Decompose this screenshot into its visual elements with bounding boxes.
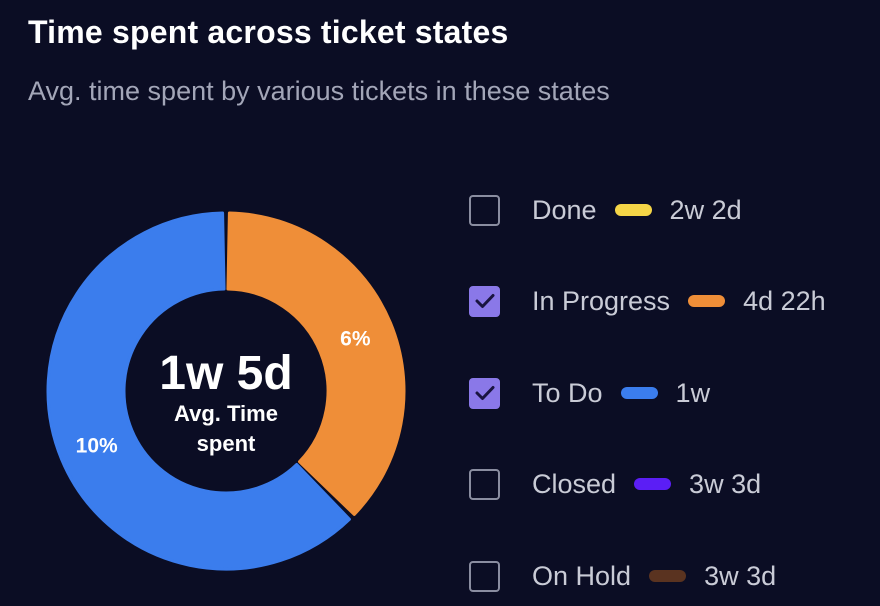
legend-item-closed[interactable]: Closed 3w 3d [469, 464, 761, 504]
legend-swatch [634, 478, 672, 490]
legend-item-on-hold[interactable]: On Hold 3w 3d [469, 556, 776, 596]
legend-value: 4d 22h [743, 285, 826, 316]
legend-swatch [688, 295, 726, 307]
checkbox[interactable] [469, 468, 500, 500]
legend-item-to-do[interactable]: To Do 1w [469, 373, 710, 413]
legend-swatch [614, 204, 652, 216]
center-label-line1: Avg. Time [174, 401, 278, 426]
legend-value: 3w 3d [689, 468, 762, 499]
checkbox[interactable] [469, 560, 500, 592]
legend-value: 1w [675, 377, 711, 408]
legend-label: Done [532, 194, 597, 225]
checkbox[interactable] [469, 377, 500, 409]
checkbox[interactable] [469, 194, 500, 226]
legend-label: Closed [532, 468, 617, 499]
check-icon [475, 294, 494, 308]
legend-item-done[interactable]: Done 2w 2d [469, 190, 742, 230]
check-icon [475, 386, 494, 400]
legend-label: In Progress [532, 285, 671, 316]
legend-swatch [620, 387, 658, 399]
center-value: 1w 5d [159, 347, 292, 400]
slice-in-progress[interactable] [226, 211, 406, 516]
legend-value: 3w 3d [704, 560, 777, 591]
slice-label: 10% [76, 435, 118, 458]
legend-value: 2w 2d [669, 194, 742, 225]
legend-item-in-progress[interactable]: In Progress 4d 22h [469, 281, 826, 321]
legend-label: To Do [532, 377, 603, 408]
slice-to-do[interactable] [46, 211, 351, 571]
center-label-line2: spent [197, 431, 256, 456]
page-title: Time spent across ticket states [28, 14, 509, 50]
checkbox[interactable] [469, 285, 500, 317]
legend-swatch [649, 570, 687, 582]
page-subtitle: Avg. time spent by various tickets in th… [28, 76, 610, 106]
slice-label: 6% [340, 327, 371, 350]
legend-label: On Hold [532, 560, 632, 591]
